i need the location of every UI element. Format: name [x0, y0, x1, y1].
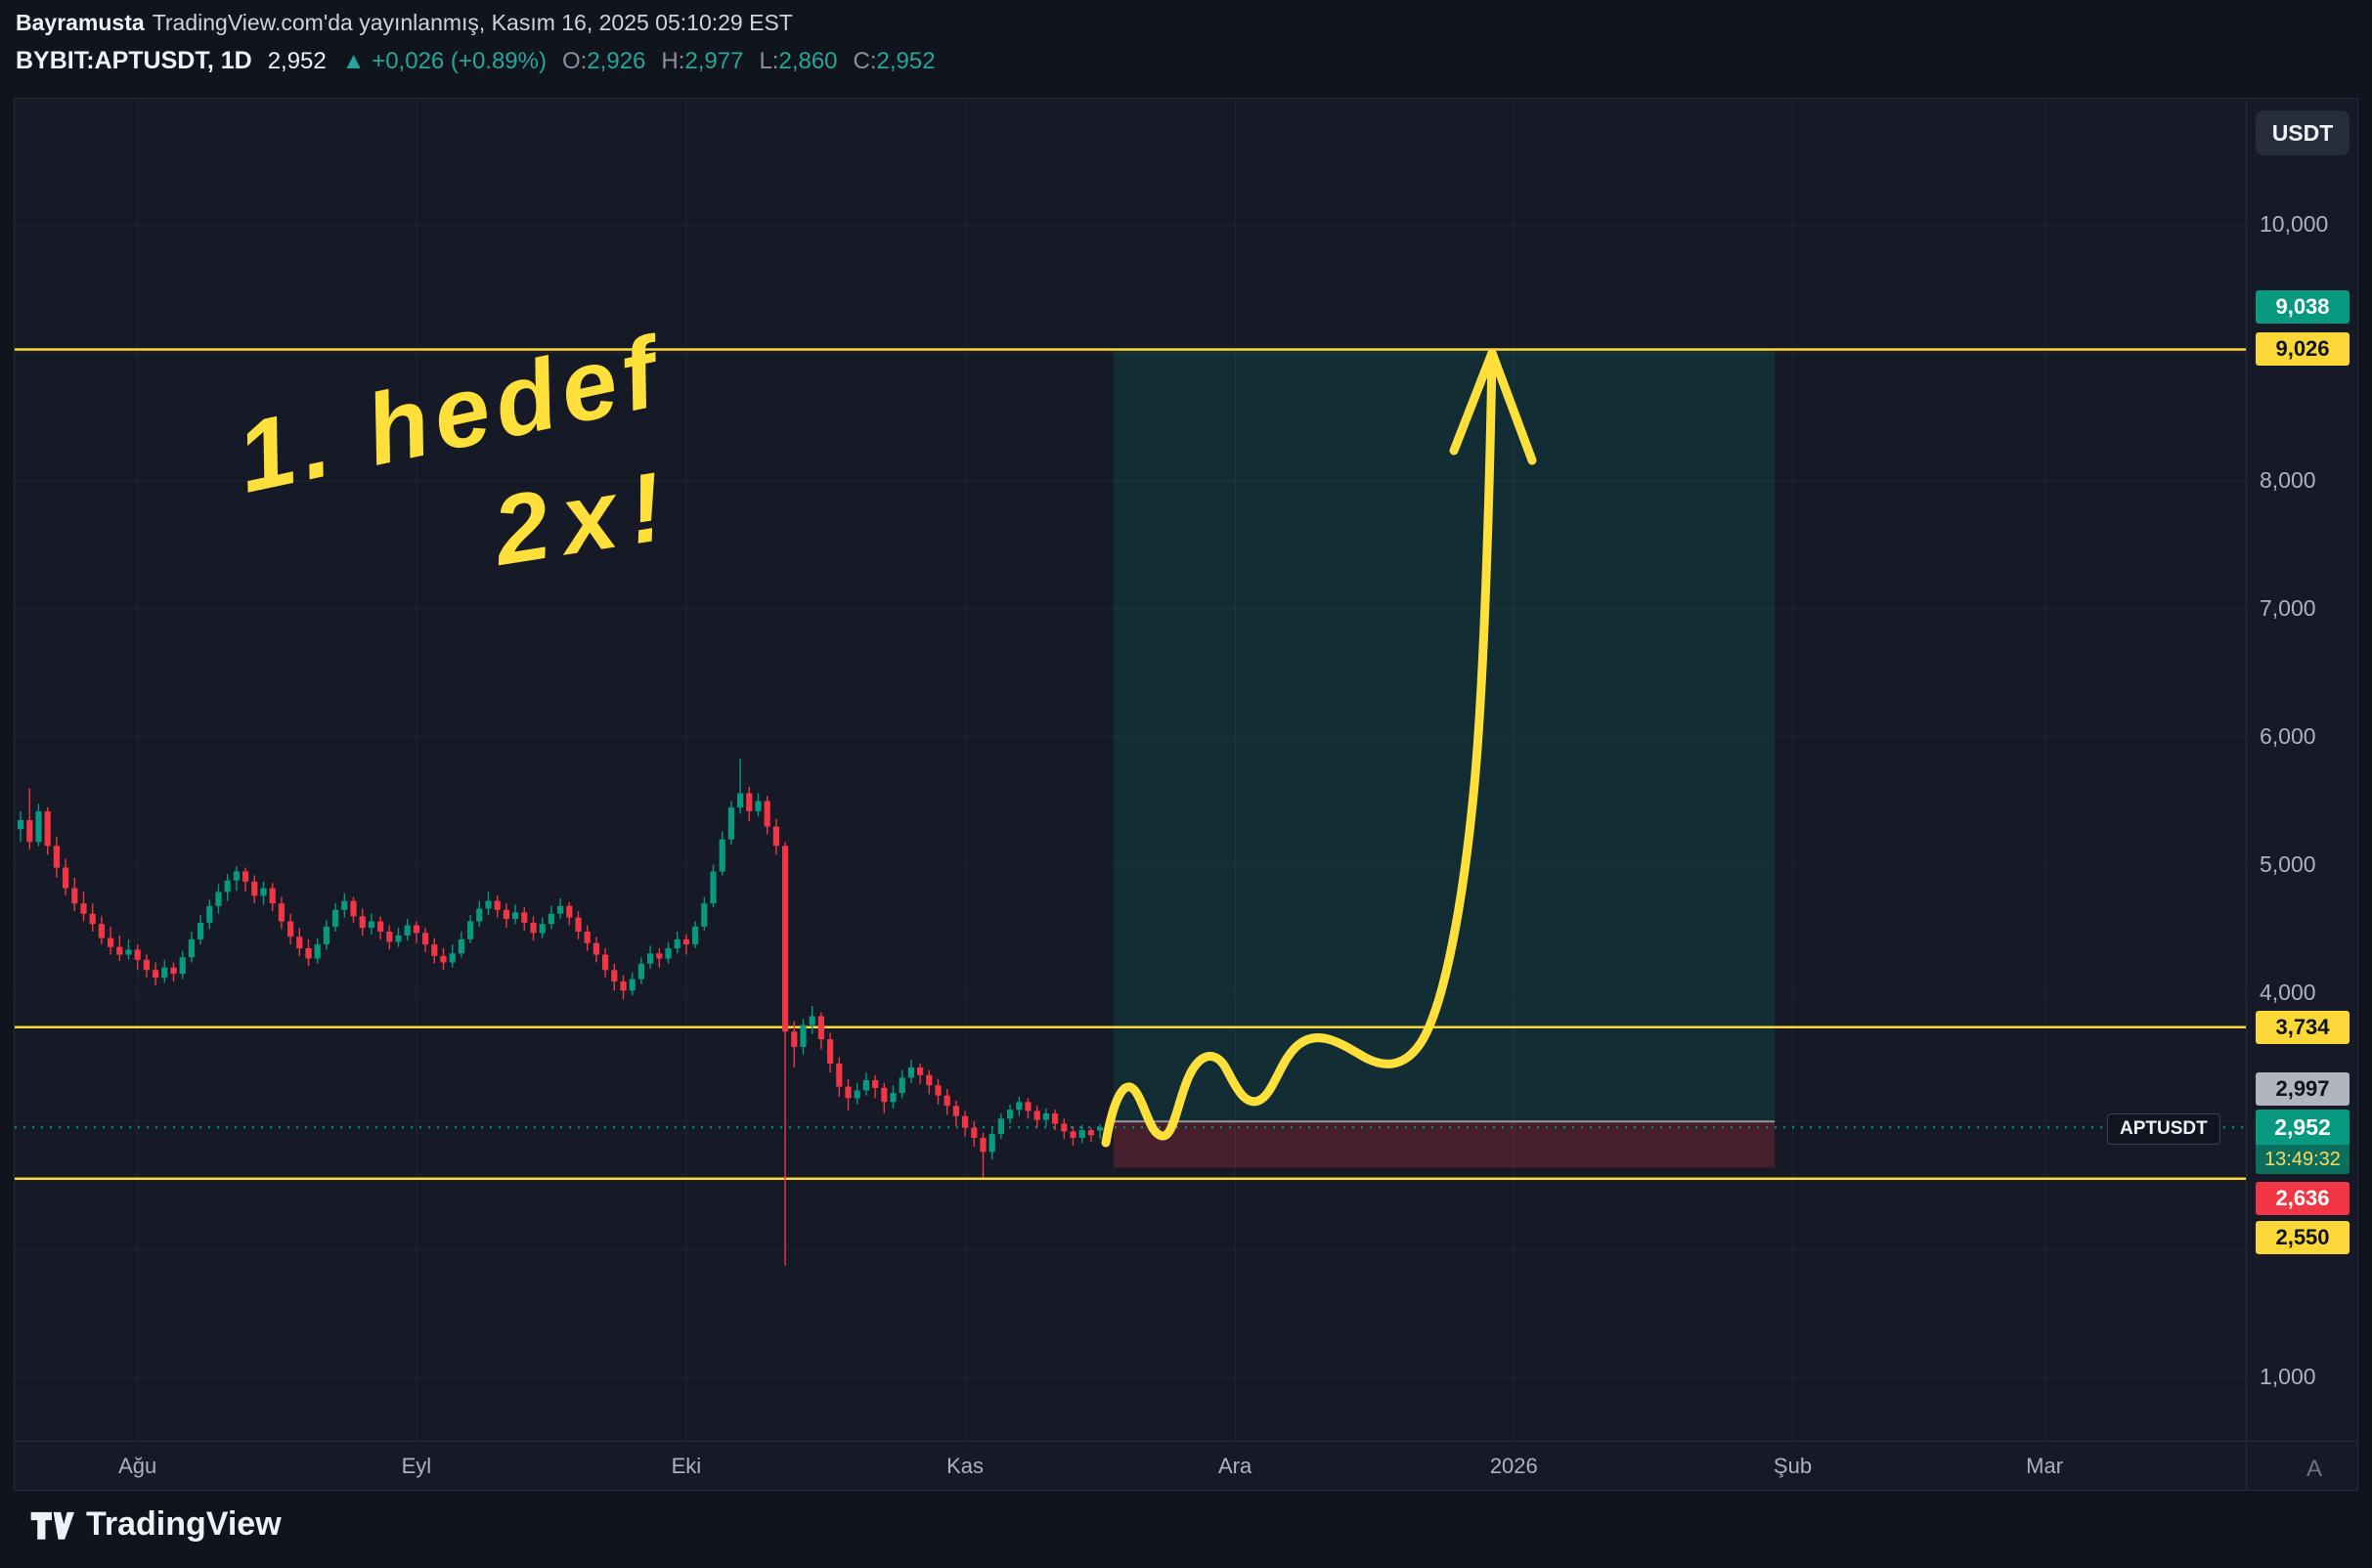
open-value: 2,926: [587, 48, 646, 74]
drawn-arrow[interactable]: [1101, 351, 1497, 1148]
price-tick-label: 5,000: [2260, 850, 2316, 877]
candlesticks: [18, 759, 1104, 1266]
long-position-loss-zone[interactable]: [1113, 1121, 1776, 1168]
time-tick-label: Şub: [1773, 1454, 1813, 1478]
ohlc-values: O:2,926 H:2,977 L:2,860 C:2,952: [562, 48, 936, 75]
price-tick-label: 8,000: [2260, 466, 2316, 493]
price-level-badge: 2,550: [2256, 1221, 2350, 1254]
last-price-value: 2,952: [2256, 1110, 2350, 1145]
symbol-info-bar: BYBIT:APTUSDT, 1D 2,952 ▲ +0,026 (+0.89%…: [16, 47, 936, 75]
long-position-profit-zone[interactable]: [1113, 349, 1776, 1122]
symbol-interval-label: BYBIT:APTUSDT, 1D: [16, 47, 252, 74]
close-value: 2,952: [876, 48, 936, 74]
price-tick-label: 4,000: [2260, 979, 2316, 1005]
time-tick-label: Eyl: [401, 1454, 432, 1478]
price-level-badge: 9,026: [2256, 332, 2350, 366]
time-tick-label: Kas: [946, 1454, 985, 1478]
price-level-badge: 2,997: [2256, 1072, 2350, 1106]
publication-byline: Bayramusta TradingView.com'da yayınlanmış…: [16, 10, 793, 36]
tradingview-logo-text: TradingView: [86, 1505, 282, 1543]
drawn-arrow[interactable]: [1449, 348, 1537, 465]
byline-text: TradingView.com'da yayınlanmış, Kasım 16…: [152, 10, 793, 35]
high-label: H:: [661, 48, 685, 74]
low-value: 2,860: [778, 48, 838, 74]
price-level-badge: 9,038: [2256, 290, 2350, 324]
time-tick-label: 2026: [1489, 1454, 1538, 1478]
price-change: ▲ +0,026 (+0.89%): [342, 48, 547, 75]
time-tick-label: Ara: [1217, 1454, 1252, 1478]
symbol-price-label: APTUSDT: [2107, 1113, 2220, 1145]
last-price-badge: 2,952 13:49:32: [2256, 1110, 2350, 1174]
price-tick-label: 1,000: [2260, 1363, 2316, 1389]
close-label: C:: [853, 48, 877, 74]
open-label: O:: [561, 48, 588, 74]
time-tick-label: Mar: [2026, 1454, 2064, 1478]
chart-area[interactable]: USDT APTUSDT 2,952 13:49:32 1. hedef 2x!…: [14, 98, 2358, 1491]
low-label: L:: [759, 48, 779, 74]
tradingview-logo-icon: [29, 1506, 74, 1544]
tradingview-logo[interactable]: TradingView: [29, 1505, 282, 1544]
up-arrow-icon: ▲: [341, 48, 366, 74]
price-tick-label: 10,000: [2260, 210, 2329, 237]
change-text: +0,026 (+0.89%): [372, 48, 547, 74]
bar-close-countdown: 13:49:32: [2256, 1145, 2350, 1174]
adjust-data-button[interactable]: A: [2306, 1456, 2322, 1482]
price-tick-label: 7,000: [2260, 594, 2316, 621]
author-name: Bayramusta: [16, 10, 145, 35]
last-price-text: 2,952: [267, 48, 327, 74]
grid-lines: [15, 99, 2246, 1441]
currency-toggle-button[interactable]: USDT: [2256, 110, 2350, 155]
price-level-badge: 3,734: [2256, 1011, 2350, 1044]
price-tick-label: 6,000: [2260, 722, 2316, 749]
time-tick-label: Ağu: [118, 1454, 157, 1478]
time-tick-label: Eki: [671, 1454, 702, 1478]
price-level-badge: 2,636: [2256, 1182, 2350, 1215]
high-value: 2,977: [684, 48, 744, 74]
price-chart-plot[interactable]: [15, 99, 2357, 1490]
